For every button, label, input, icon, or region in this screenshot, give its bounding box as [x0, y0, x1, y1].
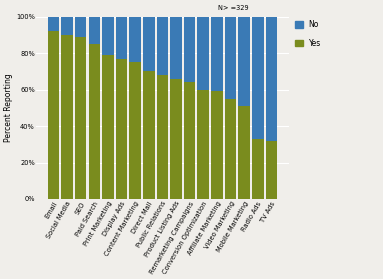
Bar: [88, 44, 100, 199]
Bar: [143, 71, 155, 199]
Bar: [170, 17, 182, 79]
Bar: [102, 17, 114, 55]
Bar: [61, 17, 73, 35]
Bar: [198, 17, 209, 90]
Y-axis label: Percent Reporting: Percent Reporting: [4, 73, 13, 142]
Bar: [129, 62, 141, 199]
Bar: [129, 17, 141, 62]
Bar: [198, 90, 209, 199]
Bar: [116, 17, 127, 59]
Bar: [47, 17, 59, 31]
Bar: [75, 17, 87, 37]
Bar: [225, 99, 236, 199]
Bar: [238, 17, 250, 106]
Bar: [265, 17, 277, 141]
Bar: [47, 31, 59, 199]
Bar: [116, 59, 127, 199]
Bar: [157, 75, 168, 199]
Bar: [157, 17, 168, 75]
Bar: [75, 37, 87, 199]
Bar: [252, 17, 264, 139]
Bar: [170, 79, 182, 199]
Text: N> =329: N> =329: [218, 5, 249, 11]
Bar: [225, 17, 236, 99]
Bar: [102, 55, 114, 199]
Bar: [88, 17, 100, 44]
Bar: [211, 92, 223, 199]
Bar: [211, 17, 223, 92]
Bar: [252, 139, 264, 199]
Bar: [238, 106, 250, 199]
Bar: [143, 17, 155, 71]
Bar: [61, 35, 73, 199]
Bar: [184, 82, 195, 199]
Legend: No, Yes: No, Yes: [295, 20, 321, 48]
Bar: [265, 141, 277, 199]
Bar: [184, 17, 195, 82]
